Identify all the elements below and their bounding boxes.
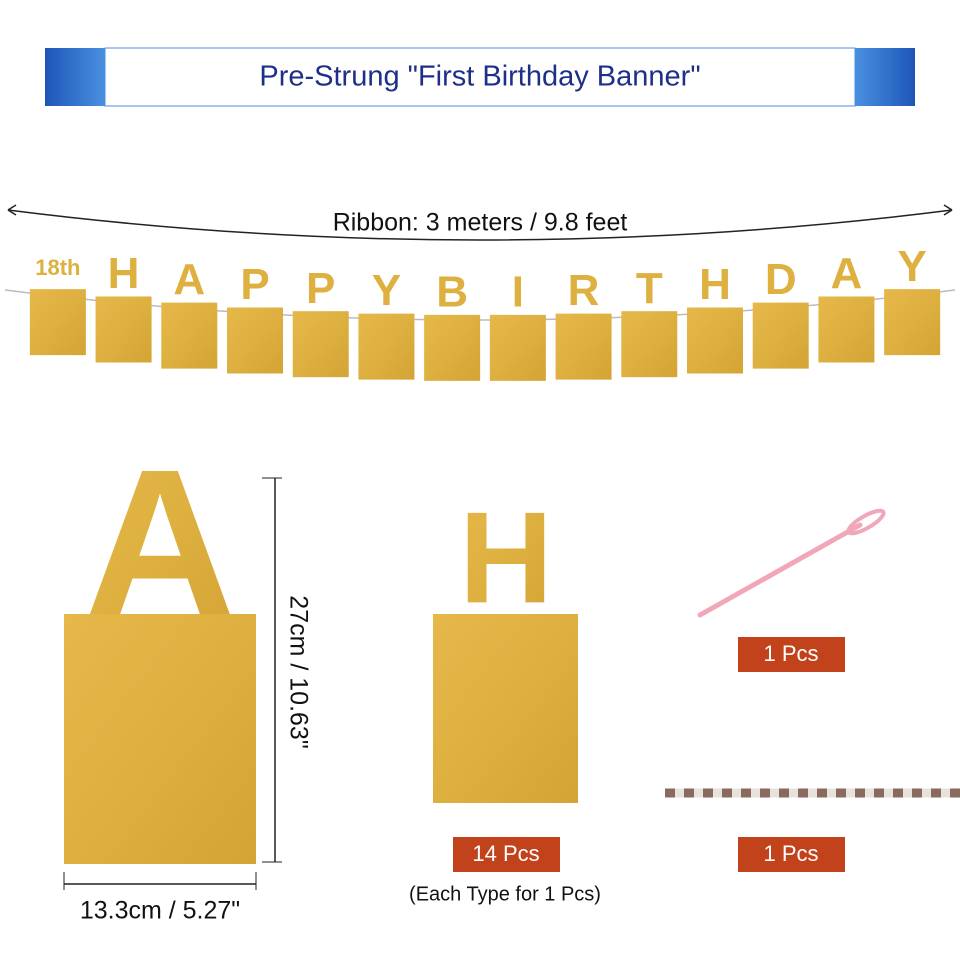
banner-letter: P — [306, 264, 335, 313]
title-bar-left — [45, 48, 105, 106]
small-card — [433, 614, 578, 803]
large-card — [64, 614, 256, 864]
banner-letter: T — [636, 264, 663, 313]
banner-card — [358, 313, 415, 380]
banner-letter: H — [108, 249, 140, 298]
badge — [738, 637, 845, 672]
banner-card — [227, 307, 283, 374]
needle-count: 1 Pcs — [763, 641, 818, 666]
badge — [453, 837, 560, 872]
banner-letter: R — [568, 266, 600, 315]
banner-letter: H — [699, 260, 731, 309]
banner-letter: I — [512, 267, 524, 316]
banner-card — [621, 311, 678, 378]
banner-card — [687, 307, 743, 374]
banner-letter: P — [240, 260, 269, 309]
banner: 18th H A P P Y B I R T H D A Y — [4, 242, 956, 381]
banner-letter: B — [436, 267, 468, 316]
banner-card — [424, 314, 481, 381]
twine-count: 1 Pcs — [763, 841, 818, 866]
ribbon-label: Ribbon: 3 meters / 9.8 feet — [333, 209, 628, 237]
banner-letter: Y — [372, 266, 401, 315]
banner-letter: D — [765, 255, 797, 304]
banner-card — [884, 289, 941, 356]
height-label: 27cm / 10.63" — [284, 595, 312, 748]
title-bar — [104, 47, 856, 107]
small-letter: H — [459, 484, 553, 630]
banner-card — [489, 314, 546, 381]
title-bar-right — [855, 48, 915, 106]
banner-letter: Y — [897, 242, 926, 291]
banner-letter: 18th — [35, 255, 80, 280]
ribbon-arrows — [7, 204, 953, 216]
needle-eye — [846, 508, 886, 536]
banner-letter: A — [831, 249, 863, 298]
ribbon-arc — [7, 209, 953, 241]
needle — [697, 522, 863, 618]
banner-card — [818, 296, 875, 363]
banner-letter: A — [173, 255, 205, 304]
banner-card — [95, 296, 152, 363]
title: Pre-Strung "First Birthday Banner" — [259, 61, 700, 93]
banner-card — [292, 311, 349, 378]
width-label: 13.3cm / 5.27" — [80, 897, 240, 925]
banner-card — [752, 302, 809, 369]
card-note: (Each Type for 1 Pcs) — [409, 883, 601, 905]
badge — [738, 837, 845, 872]
card-count: 14 Pcs — [472, 841, 539, 866]
banner-card — [161, 302, 218, 369]
banner-card — [29, 289, 86, 356]
banner-card — [555, 313, 612, 380]
